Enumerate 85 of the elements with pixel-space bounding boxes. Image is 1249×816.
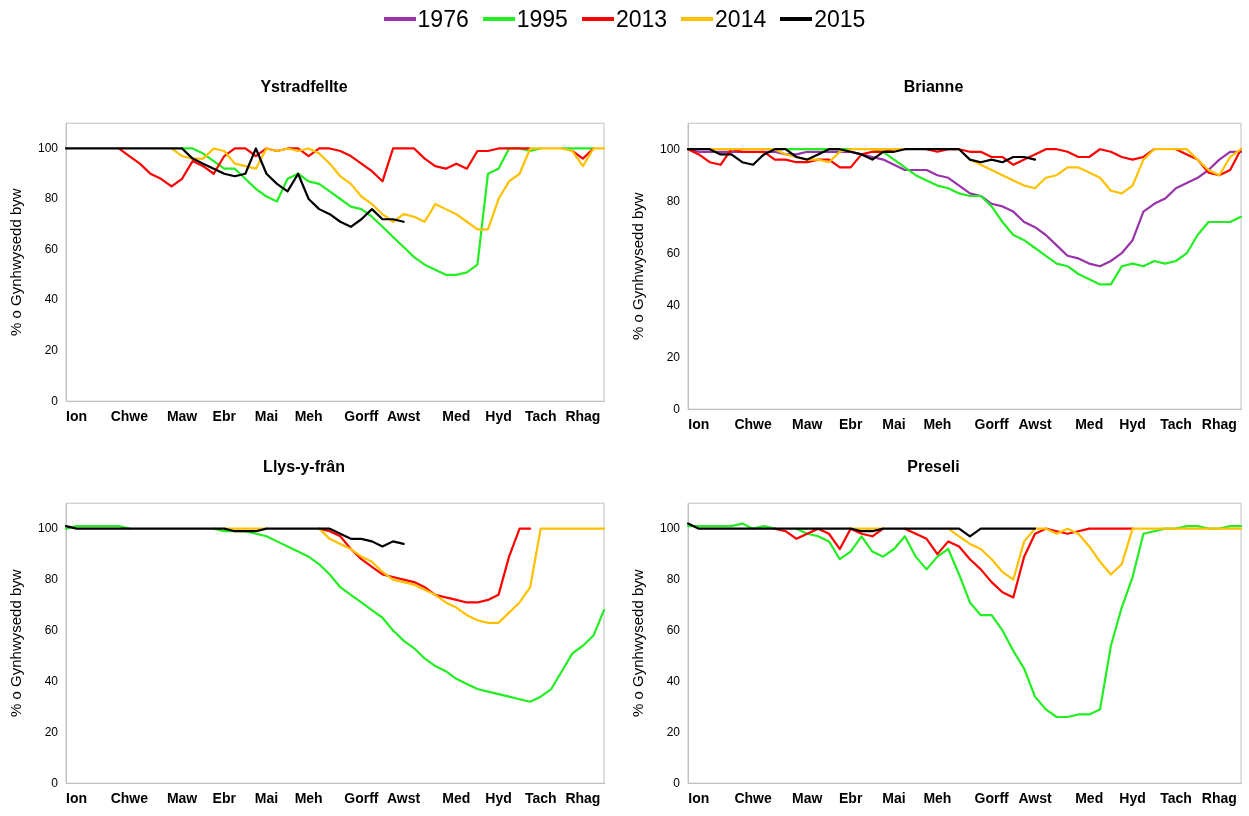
chart-title: Llys-y-frân (263, 458, 345, 476)
x-tick-label: Maw (166, 408, 198, 425)
y-tick-label: 40 (44, 673, 59, 688)
x-tick-label: Gorff (344, 790, 379, 807)
x-tick-label: Tach (1160, 790, 1192, 807)
x-tick-label: Ebr (212, 790, 237, 807)
y-tick-label: 20 (666, 349, 681, 364)
x-tick-label: Hyd (1119, 416, 1146, 433)
legend-label: 2014 (715, 5, 767, 33)
x-tick-label: Mai (882, 790, 906, 807)
x-tick-label: Rhag (565, 408, 601, 425)
x-tick-label: Maw (166, 790, 198, 807)
y-tick-label: 100 (37, 520, 59, 535)
x-tick-label: Rhag (565, 790, 601, 807)
x-tick-label: Tach (1160, 416, 1192, 433)
y-axis-title: % o Gynhwysedd byw (7, 188, 25, 336)
x-tick-label: Med (1075, 790, 1104, 807)
x-tick-label: Meh (294, 408, 323, 425)
x-tick-label: Gorff (974, 416, 1010, 433)
x-tick-label: Awst (386, 790, 421, 807)
y-tick-label: 40 (666, 673, 681, 688)
x-tick-label: Hyd (485, 408, 512, 425)
x-tick-label: Ion (66, 408, 88, 425)
y-tick-label: 0 (51, 393, 59, 408)
y-tick-label: 20 (44, 342, 59, 357)
x-tick-label: Hyd (1119, 790, 1146, 807)
chart-title: Preseli (907, 458, 960, 476)
x-tick-label: Chwe (110, 790, 149, 807)
y-tick-label: 40 (44, 292, 59, 307)
y-tick-label: 60 (666, 622, 681, 637)
chart-title: Brianne (903, 78, 964, 96)
y-tick-label: 80 (44, 571, 59, 586)
x-tick-label: Ebr (838, 416, 863, 433)
x-tick-label: Meh (294, 790, 323, 807)
x-tick-label: Gorff (344, 408, 379, 425)
y-tick-label: 100 (659, 141, 681, 156)
y-tick-label: 0 (673, 401, 681, 416)
x-tick-label: Rhag (1201, 790, 1237, 807)
x-tick-label: Ion (688, 790, 710, 807)
y-tick-label: 20 (44, 724, 59, 739)
y-tick-label: 0 (51, 775, 59, 790)
x-tick-label: Ion (66, 790, 88, 807)
x-tick-label: Awst (1018, 416, 1052, 433)
x-tick-label: Chwe (734, 790, 772, 807)
x-tick-label: Mai (254, 790, 279, 807)
y-tick-label: 60 (44, 241, 59, 256)
x-tick-label: Gorff (974, 790, 1010, 807)
y-axis-title: % o Gynhwysedd byw (629, 192, 647, 340)
x-tick-label: Awst (1018, 790, 1052, 807)
x-tick-label: Ebr (838, 790, 863, 807)
x-tick-label: Mai (254, 408, 279, 425)
legend-label: 2013 (615, 5, 668, 33)
x-tick-label: Chwe (110, 408, 149, 425)
x-tick-label: Mai (882, 416, 906, 433)
x-tick-label: Rhag (1201, 416, 1237, 433)
legend-label: 2015 (814, 5, 866, 33)
y-tick-label: 100 (659, 520, 681, 535)
chart-title: Ystradfellte (260, 78, 348, 96)
x-tick-label: Med (1075, 416, 1104, 433)
x-tick-label: Maw (792, 790, 823, 807)
x-tick-label: Tach (524, 790, 557, 807)
x-tick-label: Ion (688, 416, 710, 433)
y-tick-label: 100 (37, 140, 59, 155)
legend-label: 1995 (516, 5, 568, 33)
y-axis-title: % o Gynhwysedd byw (629, 569, 647, 717)
y-tick-label: 80 (44, 191, 59, 206)
x-tick-label: Tach (524, 408, 557, 425)
y-tick-label: 60 (44, 622, 59, 637)
y-tick-label: 60 (666, 245, 681, 260)
y-tick-label: 0 (673, 775, 681, 790)
y-tick-label: 20 (666, 724, 681, 739)
x-tick-label: Awst (386, 408, 421, 425)
x-tick-label: Hyd (485, 790, 512, 807)
x-tick-label: Med (442, 790, 471, 807)
x-tick-label: Med (442, 408, 471, 425)
y-tick-label: 40 (666, 297, 681, 312)
x-tick-label: Maw (792, 416, 823, 433)
legend-label: 1976 (417, 5, 469, 33)
x-tick-label: Meh (923, 790, 952, 807)
y-tick-label: 80 (666, 571, 681, 586)
x-tick-label: Meh (923, 416, 952, 433)
x-tick-label: Chwe (734, 416, 772, 433)
x-tick-label: Ebr (212, 408, 237, 425)
y-tick-label: 80 (666, 193, 681, 208)
y-axis-title: % o Gynhwysedd byw (7, 569, 25, 717)
